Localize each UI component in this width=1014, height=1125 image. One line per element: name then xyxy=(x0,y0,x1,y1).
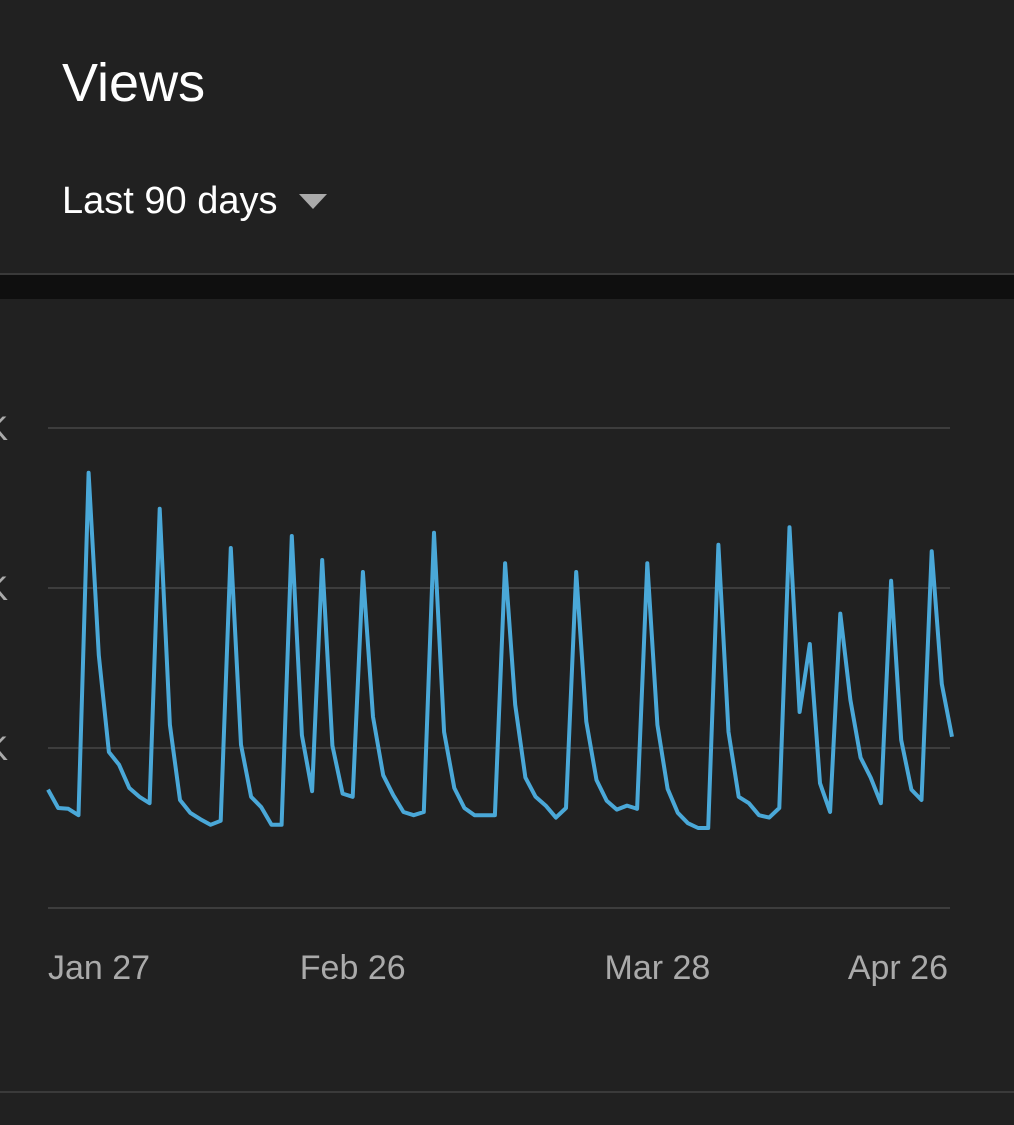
x-tick-label: Feb 26 xyxy=(300,949,406,987)
x-tick-label: Jan 27 xyxy=(48,949,150,987)
dropdown-arrow[interactable] xyxy=(299,193,328,210)
y-tick-label: 2K xyxy=(0,570,8,608)
divider xyxy=(0,1091,1014,1093)
separator-band xyxy=(0,275,1014,299)
page-title: Views xyxy=(62,53,206,113)
chart: 1K 2K 3K Jan 27 Feb 26 Mar 28 Apr 26 xyxy=(0,410,954,987)
y-tick-label: 3K xyxy=(0,410,8,448)
header: Views Last 90 days xyxy=(0,0,1014,275)
y-tick-label: 1K xyxy=(0,730,8,768)
x-tick-label: Mar 28 xyxy=(605,949,711,987)
date-range-label[interactable]: Last 90 days xyxy=(62,180,278,222)
date-range-dropdown[interactable]: Last 90 days xyxy=(62,180,328,223)
data-line xyxy=(46,470,954,830)
x-tick-label: Apr 26 xyxy=(848,949,948,987)
